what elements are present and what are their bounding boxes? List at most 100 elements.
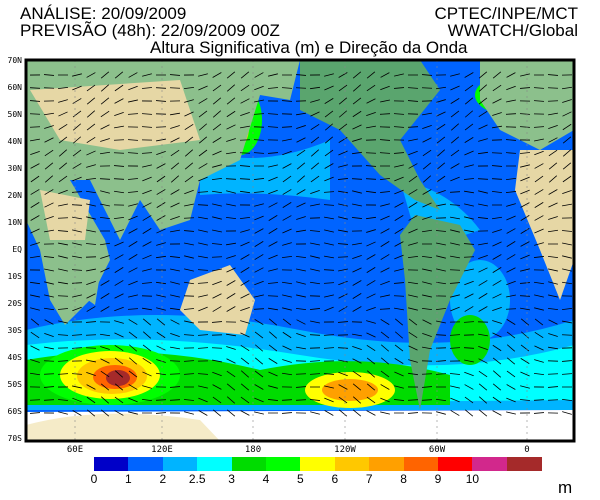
direction-arrow (169, 386, 181, 388)
lon-label: 60W (428, 445, 446, 455)
direction-arrow (127, 113, 139, 115)
direction-arrow (533, 412, 545, 414)
direction-arrow (548, 162, 558, 170)
direction-arrow (338, 293, 348, 299)
direction-arrow (282, 202, 292, 208)
direction-arrow (310, 162, 320, 170)
direction-arrow (505, 139, 517, 141)
direction-arrow (225, 151, 237, 155)
lat-label: 10N (7, 218, 22, 227)
direction-arrow (44, 294, 54, 298)
direction-arrow (492, 357, 502, 365)
direction-arrow (379, 113, 391, 115)
direction-arrow (338, 268, 348, 272)
direction-arrow (548, 124, 558, 130)
direction-arrow (295, 386, 307, 388)
direction-arrow (379, 178, 391, 180)
direction-arrow (58, 136, 68, 144)
direction-arrow (30, 138, 40, 142)
direction-arrow (156, 215, 166, 221)
direction-arrow (548, 149, 558, 157)
direction-arrow (309, 308, 321, 310)
direction-arrow (478, 255, 488, 259)
direction-arrow (338, 306, 348, 312)
direction-arrow (449, 282, 461, 284)
direction-arrow (379, 152, 391, 154)
direction-arrow (100, 190, 110, 194)
direction-arrow (505, 308, 517, 310)
direction-arrow (380, 215, 390, 221)
direction-arrow (533, 256, 545, 258)
direction-arrow (86, 136, 96, 144)
direction-arrow (30, 202, 40, 208)
direction-arrow (268, 202, 278, 208)
direction-arrow (253, 139, 265, 141)
direction-arrow (407, 126, 419, 128)
direction-arrow (380, 228, 390, 234)
direction-arrow (281, 412, 293, 414)
direction-arrow (449, 204, 461, 206)
colorbar-label: 9 (434, 472, 442, 486)
direction-arrow (436, 136, 446, 144)
direction-arrow (86, 97, 96, 105)
direction-arrow (282, 150, 292, 156)
direction-arrow (407, 87, 419, 89)
direction-arrow (435, 373, 447, 375)
direction-arrow (323, 282, 335, 284)
direction-arrow (422, 202, 432, 208)
direction-arrow (393, 282, 405, 284)
direction-arrow (142, 189, 152, 195)
direction-arrow (114, 84, 124, 92)
direction-arrow (156, 163, 166, 169)
direction-arrow (324, 163, 334, 169)
direction-arrow (99, 151, 111, 155)
wave-direction-arrows (29, 71, 573, 417)
direction-arrow (128, 228, 138, 234)
direction-arrow (449, 269, 461, 271)
direction-arrow (85, 347, 97, 349)
direction-arrow (324, 73, 334, 77)
direction-arrow (100, 110, 110, 118)
direction-arrow (366, 84, 376, 92)
direction-arrow (58, 281, 68, 285)
direction-arrow (254, 384, 264, 390)
direction-arrow (393, 295, 405, 297)
direction-arrow (534, 331, 544, 339)
direction-arrow (366, 383, 376, 391)
direction-arrow (226, 370, 236, 378)
direction-arrow (44, 149, 54, 157)
direction-arrow (492, 332, 502, 338)
direction-arrow (519, 87, 531, 89)
direction-arrow (85, 190, 97, 194)
direction-arrow (198, 136, 208, 144)
direction-arrow (477, 151, 489, 155)
direction-arrow (142, 215, 152, 221)
direction-arrow (463, 321, 475, 323)
direction-arrow (72, 216, 82, 220)
direction-arrow (86, 110, 96, 118)
direction-arrow (338, 84, 348, 92)
direction-arrow (463, 347, 475, 349)
direction-arrow (324, 397, 334, 403)
direction-arrow (281, 87, 293, 89)
direction-arrow (86, 150, 96, 156)
direction-arrow (492, 125, 502, 129)
direction-arrow (226, 333, 236, 337)
direction-arrow (114, 344, 124, 352)
direction-arrow (128, 267, 138, 273)
direction-arrow (211, 347, 223, 349)
direction-arrow (505, 113, 517, 115)
direction-arrow (324, 85, 334, 91)
direction-arrow (240, 370, 250, 378)
direction-arrow (296, 162, 306, 170)
direction-arrow (114, 320, 124, 324)
direction-arrow (240, 332, 250, 338)
direction-arrow (43, 307, 55, 311)
direction-arrow (422, 149, 432, 157)
direction-arrow (99, 178, 111, 180)
direction-arrow (366, 396, 376, 404)
direction-arrow (72, 306, 82, 312)
direction-arrow (421, 74, 433, 76)
direction-arrow (100, 138, 110, 142)
direction-arrow (380, 294, 390, 298)
